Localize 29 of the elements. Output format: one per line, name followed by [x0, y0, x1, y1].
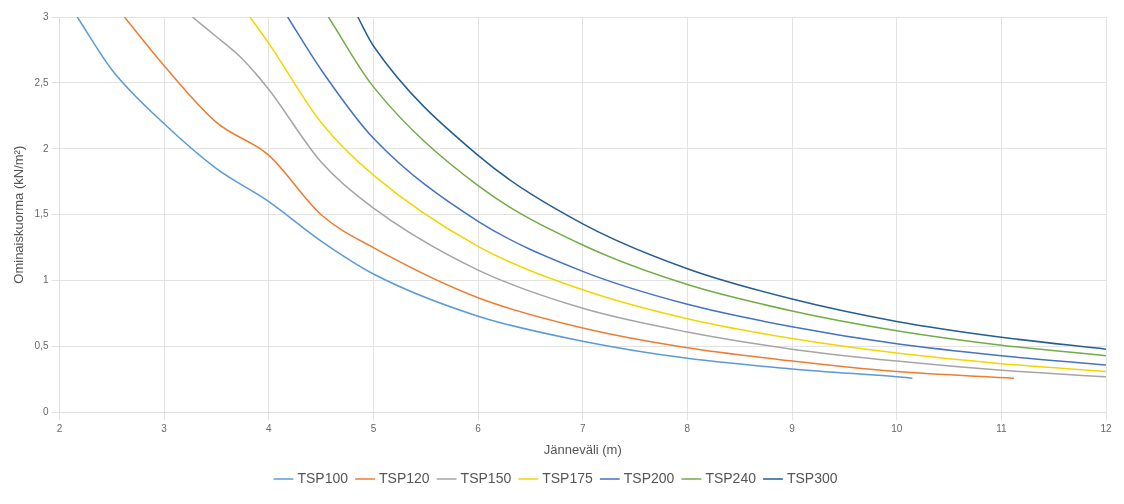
legend-label: TSP100	[297, 469, 349, 486]
y-tick-label: 2	[42, 142, 49, 154]
x-tick-label: 11	[996, 423, 1007, 435]
x-tick-label: 2	[56, 423, 63, 435]
x-tick-label: 8	[684, 423, 691, 435]
x-tick-label: 12	[1100, 423, 1112, 435]
legend-label: TSP300	[786, 469, 838, 486]
x-tick-label: 9	[789, 423, 796, 435]
legend-label: TSP120	[379, 469, 430, 486]
legend-label: TSP200	[623, 469, 675, 486]
x-tick-label: 5	[370, 423, 377, 435]
x-tick-label: 4	[266, 423, 273, 435]
y-axis-title: Ominaiskuorma (kN/m²)	[11, 145, 27, 284]
y-tick-label: 1,5	[34, 208, 49, 220]
x-axis-title: Jänneväli (m)	[543, 441, 622, 457]
y-tick-label: 3	[42, 10, 49, 22]
y-tick-label: 2,5	[34, 76, 49, 88]
y-tick-label: 0,5	[34, 340, 49, 352]
legend-label: TSP150	[460, 469, 512, 486]
x-tick-label: 6	[475, 423, 482, 435]
x-tick-label: 3	[161, 423, 168, 435]
line-series	[76, 17, 914, 379]
line-series	[123, 17, 1015, 379]
legend-label: TSP175	[542, 469, 594, 486]
legend-label: TSP240	[705, 469, 757, 486]
x-tick-label: 10	[891, 423, 903, 435]
x-tick-label: 7	[579, 423, 586, 435]
y-tick-label: 1	[42, 274, 49, 286]
y-tick-label: 0	[42, 406, 49, 418]
